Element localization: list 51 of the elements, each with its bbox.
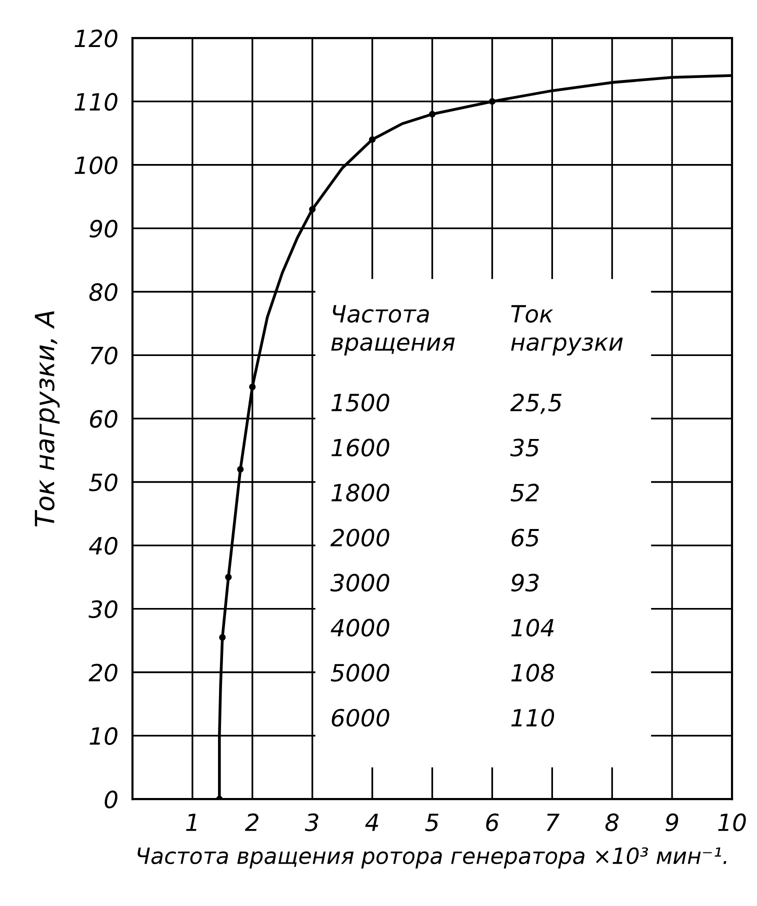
x-tick-label: 2 bbox=[244, 813, 258, 831]
x-tick-label: 3 bbox=[304, 813, 318, 832]
annotation: 3000 bbox=[330, 574, 390, 592]
point bbox=[225, 574, 232, 580]
annotation: 1800 bbox=[331, 484, 390, 502]
x-tick-label: 1 bbox=[186, 814, 196, 831]
y-tick-label: 40 bbox=[88, 536, 118, 555]
annotation: 1600 bbox=[331, 438, 390, 457]
annotation: 52 bbox=[510, 484, 539, 502]
x-tick-label: 6 bbox=[486, 813, 499, 832]
point bbox=[219, 634, 226, 641]
x-tick-label: 10 bbox=[718, 813, 746, 832]
y-tick-label: 110 bbox=[74, 92, 118, 111]
y-tick-label: 60 bbox=[90, 410, 118, 428]
annotation: 5000 bbox=[330, 664, 390, 682]
y-tick-label: 120 bbox=[74, 30, 118, 48]
x-tick-label: 8 bbox=[605, 813, 619, 832]
annotation: Ток нагрузки bbox=[511, 305, 623, 356]
annotation: 25,5 bbox=[510, 394, 562, 414]
y-tick-label: 50 bbox=[89, 473, 118, 492]
annotation: 93 bbox=[511, 574, 539, 592]
y-tick-label: 10 bbox=[90, 727, 118, 745]
annotation: 65 bbox=[512, 528, 539, 547]
x-axis-title: Частота вращения ротора генератора ×10³ мин⁻¹. bbox=[138, 847, 726, 868]
point bbox=[488, 98, 496, 105]
annotation: 2000 bbox=[330, 528, 390, 547]
point bbox=[237, 466, 244, 473]
annotation: Частота вращения bbox=[331, 305, 455, 356]
x-tick-label: 7 bbox=[546, 814, 560, 831]
x-tick-label: 4 bbox=[365, 814, 378, 831]
annotation: 104 bbox=[511, 618, 554, 637]
y-tick-label: 80 bbox=[89, 283, 118, 302]
y-tick-label: 20 bbox=[88, 664, 118, 682]
annotation: 1500 bbox=[331, 394, 390, 412]
annotation: 108 bbox=[511, 664, 554, 682]
point bbox=[428, 110, 436, 118]
y-tick-label: 100 bbox=[74, 156, 118, 174]
x-tick-label: 9 bbox=[666, 813, 678, 832]
annotation: 35 bbox=[510, 438, 539, 457]
annotation: 4000 bbox=[330, 618, 390, 637]
y-axis-title: Ток нагрузки, А bbox=[34, 311, 60, 527]
point bbox=[309, 206, 316, 213]
y-tick-label: 70 bbox=[90, 346, 118, 364]
annotation: 110 bbox=[511, 708, 554, 727]
point bbox=[369, 136, 376, 143]
y-tick-label: 90 bbox=[90, 220, 118, 238]
y-tick-label: 30 bbox=[88, 600, 118, 618]
y-tick-label: 0 bbox=[104, 790, 118, 808]
point bbox=[249, 384, 256, 390]
annotation: 6000 bbox=[332, 708, 390, 727]
x-tick-label: 5 bbox=[425, 814, 438, 832]
